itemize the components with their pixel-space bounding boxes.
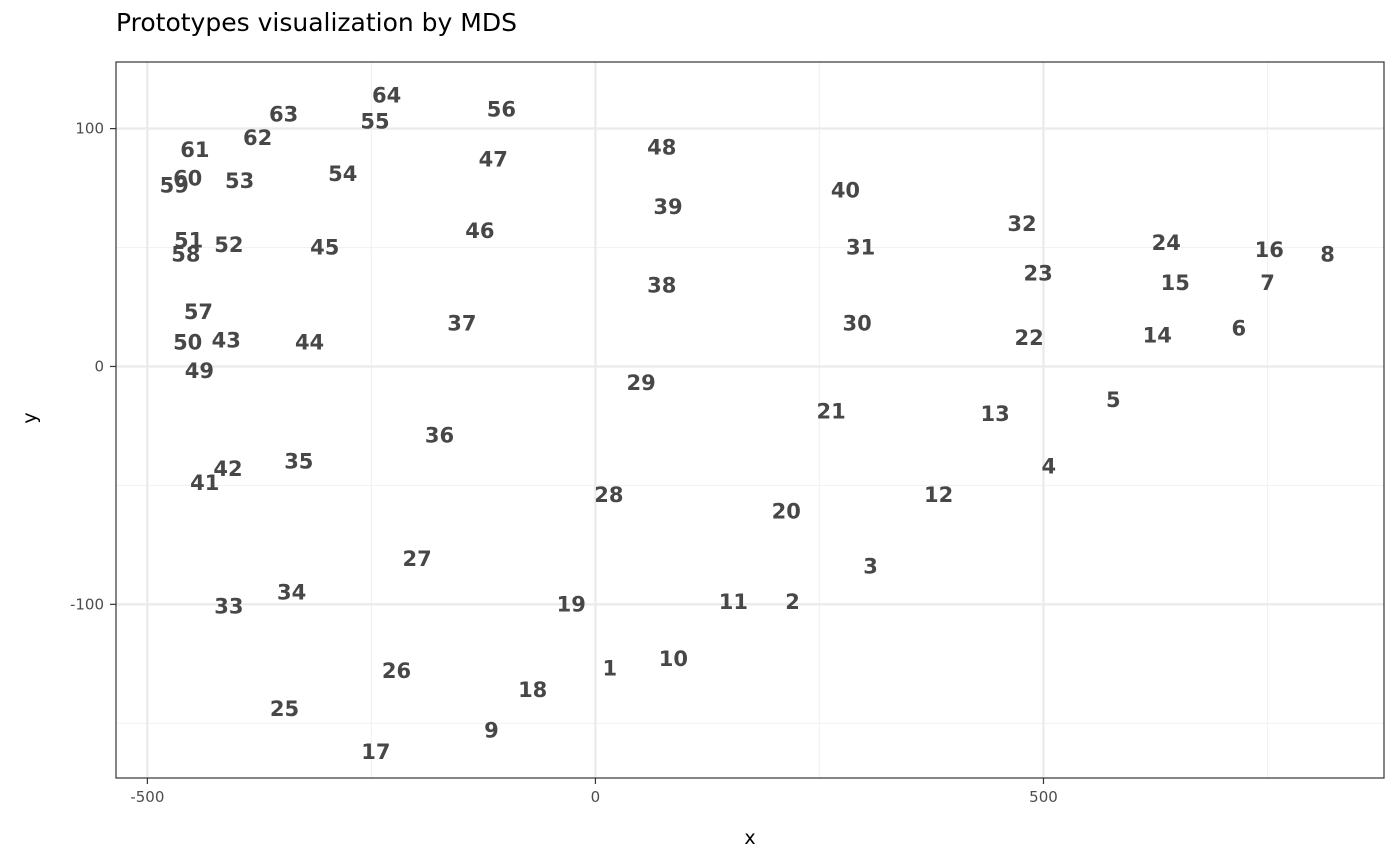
point-label-27: 27 [402,547,431,571]
x-tick-label: -500 [130,788,164,806]
point-label-57: 57 [184,300,213,324]
point-label-56: 56 [487,98,516,122]
x-axis-title: x [744,827,755,849]
point-label-22: 22 [1015,326,1044,350]
point-label-52: 52 [214,233,243,257]
point-label-54: 54 [328,162,357,186]
point-label-38: 38 [647,274,676,298]
point-label-18: 18 [518,678,547,702]
point-label-60: 60 [173,167,202,191]
point-label-3: 3 [863,554,878,578]
plot-panel [116,62,1384,778]
point-label-61: 61 [180,138,209,162]
point-label-24: 24 [1152,231,1181,255]
y-tick-label: 0 [94,357,104,375]
point-label-28: 28 [594,483,623,507]
point-label-20: 20 [772,500,801,524]
point-label-25: 25 [270,697,299,721]
point-label-42: 42 [213,457,242,481]
point-label-4: 4 [1042,454,1057,478]
point-label-33: 33 [214,595,243,619]
point-label-46: 46 [465,219,494,243]
point-label-6: 6 [1232,316,1247,340]
point-label-34: 34 [277,580,306,604]
minor-gridlines [116,62,1384,778]
y-tick-label: 100 [75,120,104,138]
point-label-30: 30 [842,312,871,336]
point-labels: 1234567891011121314151617181920212223242… [160,83,1335,764]
point-label-1: 1 [602,657,617,681]
point-label-35: 35 [284,450,313,474]
point-label-9: 9 [484,718,499,742]
point-label-2: 2 [785,590,800,614]
point-label-15: 15 [1161,271,1190,295]
point-label-14: 14 [1143,324,1172,348]
point-label-51: 51 [174,228,203,252]
point-label-17: 17 [361,740,390,764]
point-label-40: 40 [831,178,860,202]
point-label-49: 49 [185,359,214,383]
point-label-8: 8 [1320,243,1335,267]
y-tick-label: -100 [70,595,104,613]
point-label-37: 37 [447,312,476,336]
chart-title: Prototypes visualization by MDS [116,8,517,37]
point-label-39: 39 [653,195,682,219]
x-axis-tick-labels: -500 0 500 [130,788,1057,806]
point-label-10: 10 [659,647,688,671]
point-label-32: 32 [1007,212,1036,236]
y-axis-title: y [19,412,41,423]
point-label-48: 48 [647,136,676,160]
point-label-7: 7 [1260,271,1275,295]
x-tick-label: 0 [591,788,601,806]
point-label-19: 19 [557,592,586,616]
point-label-23: 23 [1023,262,1052,286]
y-axis-tick-labels: -100 0 100 [70,120,104,614]
point-label-29: 29 [627,371,656,395]
point-label-44: 44 [295,331,324,355]
point-label-45: 45 [310,236,339,260]
point-label-21: 21 [816,400,845,424]
point-label-53: 53 [225,169,254,193]
point-label-11: 11 [719,590,748,614]
point-label-55: 55 [360,109,389,133]
point-label-43: 43 [212,328,241,352]
major-gridlines [116,62,1384,778]
point-label-26: 26 [382,659,411,683]
point-label-63: 63 [269,102,298,126]
point-label-16: 16 [1255,238,1284,262]
x-tick-label: 500 [1029,788,1058,806]
point-label-62: 62 [243,126,272,150]
point-label-64: 64 [372,83,401,107]
point-label-36: 36 [425,423,454,447]
point-label-50: 50 [173,331,202,355]
point-label-59: 59 [160,174,189,198]
point-label-5: 5 [1106,388,1121,412]
point-label-12: 12 [924,483,953,507]
axis-ticks [110,128,1045,784]
point-label-41: 41 [190,471,219,495]
point-label-13: 13 [980,402,1009,426]
point-label-58: 58 [171,243,200,267]
panel-border [115,61,1385,779]
point-label-31: 31 [846,236,875,260]
point-label-47: 47 [479,148,508,172]
